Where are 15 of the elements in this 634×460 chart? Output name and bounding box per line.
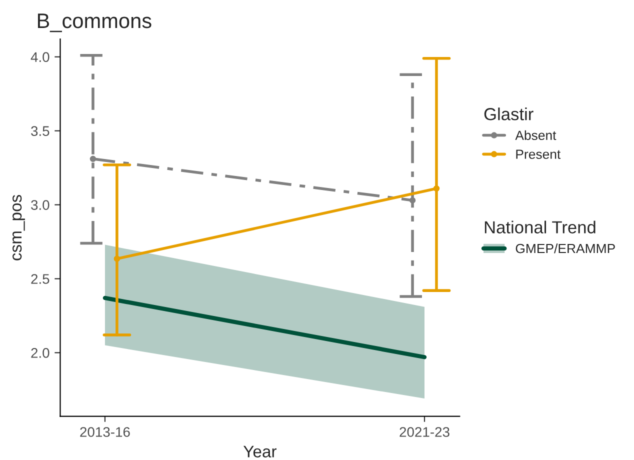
- legend-label: Absent: [515, 130, 556, 140]
- y-tick-label: 2.5: [31, 274, 50, 284]
- chart-title: B_commons: [38, 14, 152, 32]
- y-tick-label: 2.0: [31, 348, 50, 358]
- x-axis-title: Year: [243, 446, 277, 458]
- x-tick-label: 2021-23: [400, 427, 450, 437]
- text: National Trend: [484, 220, 596, 234]
- x-tick-label: 2013-16: [80, 427, 130, 437]
- legend-title: Glastir: [484, 108, 534, 120]
- y-tick-label: 3.0: [31, 200, 50, 210]
- y-tick-label: 3.5: [31, 126, 50, 136]
- y-axis-title: csm_pos: [12, 194, 25, 260]
- y-tick-label: 4.0: [30, 52, 50, 62]
- legend-label: Present: [516, 150, 561, 159]
- legend-label: GMEP/ERAMMP: [516, 243, 615, 254]
